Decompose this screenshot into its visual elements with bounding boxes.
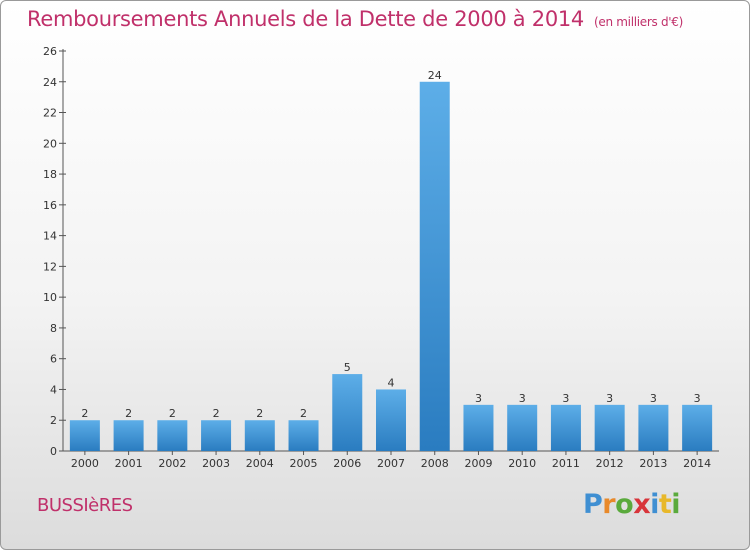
x-tick-label: 2006 [333, 457, 361, 470]
logo-letter: P [583, 489, 603, 520]
y-tick-label: 18 [43, 168, 57, 181]
bar-2006 [332, 374, 363, 451]
data-label: 3 [562, 392, 569, 405]
y-tick-label: 24 [43, 76, 57, 89]
data-label: 2 [300, 407, 307, 420]
x-tick-label: 2014 [683, 457, 711, 470]
x-tick-label: 2002 [158, 457, 186, 470]
bar-2007 [376, 389, 406, 451]
data-label: 2 [169, 407, 176, 420]
bar-2004 [244, 420, 275, 451]
x-tick-label: 2000 [71, 457, 99, 470]
bar-2009 [463, 404, 494, 451]
bar-2014 [682, 404, 713, 451]
data-label: 5 [344, 361, 351, 374]
data-label: 24 [428, 69, 442, 82]
x-tick-label: 2001 [115, 457, 143, 470]
x-tick-label: 2009 [464, 457, 492, 470]
x-tick-label: 2003 [202, 457, 230, 470]
bar-2013 [638, 404, 669, 451]
commune-name: BUSSIèRES [37, 495, 133, 516]
bar-2012 [594, 404, 625, 451]
bar-2002 [157, 420, 188, 451]
y-tick-label: 10 [43, 291, 57, 304]
data-label: 2 [256, 407, 263, 420]
logo-letter: i [671, 489, 681, 520]
bar-2003 [201, 420, 232, 451]
data-label: 3 [650, 392, 657, 405]
logo-letter: r [602, 489, 616, 520]
logo-letter: i [650, 489, 659, 520]
y-tick-label: 22 [43, 107, 57, 120]
data-label: 4 [388, 376, 395, 389]
bar-2001 [113, 420, 144, 451]
data-label: 3 [519, 392, 526, 405]
data-label: 3 [606, 392, 613, 405]
x-tick-label: 2012 [596, 457, 624, 470]
y-tick-label: 12 [43, 260, 57, 273]
bar-2000 [69, 420, 100, 451]
y-tick-label: 14 [43, 230, 57, 243]
chart-unit: (en milliers d'€) [594, 15, 684, 29]
data-label: 3 [475, 392, 482, 405]
x-tick-label: 2008 [421, 457, 449, 470]
y-tick-label: 8 [50, 322, 57, 335]
x-tick-label: 2011 [552, 457, 580, 470]
chart-title: Remboursements Annuels de la Dette de 20… [27, 7, 683, 31]
data-label: 2 [213, 407, 220, 420]
bar-2011 [550, 404, 581, 451]
x-tick-label: 2005 [290, 457, 318, 470]
data-label: 2 [81, 407, 88, 420]
y-tick-label: 4 [50, 383, 57, 396]
y-tick-label: 0 [50, 445, 57, 458]
y-tick-label: 20 [43, 137, 57, 150]
x-tick-label: 2007 [377, 457, 405, 470]
chart-title-text: Remboursements Annuels de la Dette de 20… [27, 7, 584, 31]
bar-2005 [288, 420, 319, 451]
bar-2008 [419, 81, 450, 452]
x-tick-label: 2013 [639, 457, 667, 470]
x-tick-label: 2004 [246, 457, 274, 470]
logo-letter: o [615, 489, 634, 520]
proxiti-logo: Proxiti [583, 489, 681, 520]
x-tick-label: 2010 [508, 457, 536, 470]
y-tick-label: 26 [43, 45, 57, 58]
logo-letter: t [658, 489, 672, 520]
data-label: 2 [125, 407, 132, 420]
y-tick-label: 2 [50, 414, 57, 427]
data-label: 3 [694, 392, 701, 405]
bar-2010 [507, 404, 538, 451]
y-tick-label: 6 [50, 353, 57, 366]
logo-letter: x [633, 489, 651, 520]
y-tick-label: 16 [43, 199, 57, 212]
